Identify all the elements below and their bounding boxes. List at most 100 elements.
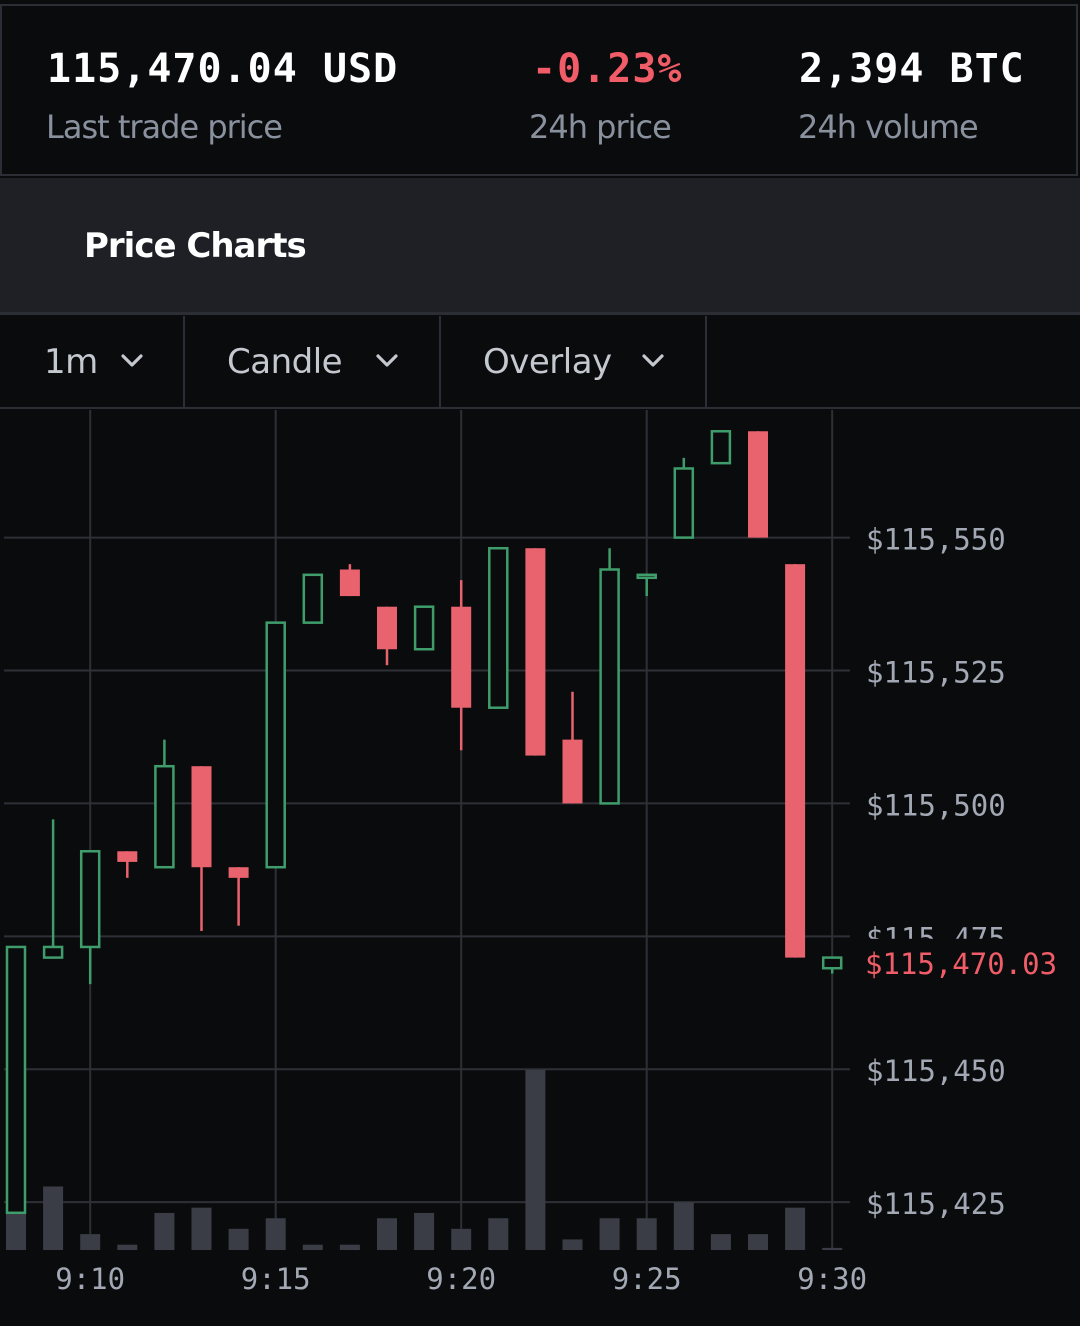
candle-body	[488, 546, 509, 709]
volume-bar	[154, 1212, 175, 1250]
chevron-down-icon	[376, 354, 398, 367]
bearish-candle	[117, 851, 138, 878]
candle-body	[377, 606, 397, 650]
x-tick-label: 9:30	[797, 1262, 867, 1296]
candle-body	[339, 569, 360, 597]
last-trade-price-value: 115,470.04 USD	[47, 46, 399, 92]
candle-body	[562, 739, 583, 804]
candle-body	[228, 867, 249, 878]
bearish-candle	[377, 606, 397, 666]
x-tick-label: 9:15	[241, 1262, 311, 1296]
candle-body	[117, 851, 138, 862]
candle-body	[785, 564, 806, 958]
volume-bar	[673, 1202, 694, 1250]
bullish-candle	[79, 850, 101, 985]
volume-bar	[302, 1244, 323, 1250]
price-charts-header: Price Charts	[0, 178, 1080, 315]
bearish-candle	[191, 766, 212, 932]
24h-price-change-value: -0.23%	[532, 46, 683, 92]
chart-axes: $115,425$115,450$115,475$115,500$115,525…	[55, 523, 1080, 1296]
candles	[5, 430, 843, 1215]
candle-body	[302, 573, 324, 624]
bullish-candle	[821, 956, 843, 974]
volume-bar	[710, 1234, 731, 1250]
bearish-candle	[525, 548, 546, 756]
bearish-candle	[748, 431, 768, 538]
volume-bar	[599, 1218, 620, 1250]
y-tick-label: $115,550	[866, 523, 1006, 557]
candle-body	[451, 606, 472, 708]
bullish-candle	[599, 548, 620, 805]
volume-bar	[228, 1228, 249, 1250]
bearish-candle	[451, 580, 472, 751]
volume-bar	[265, 1218, 286, 1250]
bearish-candle	[339, 564, 360, 597]
bullish-candle	[636, 573, 657, 597]
candle-body	[821, 956, 843, 970]
chart-grid	[4, 410, 850, 1250]
overlay-dropdown[interactable]: Overlay	[441, 316, 707, 407]
chart-type-dropdown[interactable]: Candle	[185, 316, 441, 407]
candle-body	[710, 430, 732, 465]
x-tick-label: 9:20	[426, 1262, 496, 1296]
candle-body	[673, 467, 695, 539]
volume-bar	[748, 1234, 768, 1250]
24h-volume-value: 2,394 BTC	[799, 46, 1025, 92]
bullish-candle	[154, 739, 175, 869]
chart-toolbar: 1m Candle Overlay	[0, 316, 1080, 409]
x-tick-label: 9:10	[55, 1262, 125, 1296]
volume-bar	[414, 1212, 435, 1250]
volume-bar	[785, 1207, 806, 1250]
bullish-candle	[710, 430, 732, 465]
last-price-label-bg	[862, 938, 1080, 979]
24h-volume-label: 24h volume	[798, 108, 979, 146]
x-tick-label: 9:25	[612, 1262, 682, 1296]
candle-body	[525, 548, 546, 756]
volume-bar	[191, 1207, 212, 1250]
bearish-candle	[562, 691, 583, 804]
chevron-down-icon	[121, 354, 143, 367]
candle-body	[5, 945, 27, 1215]
candle-body	[42, 945, 64, 959]
volume-bars	[6, 1070, 843, 1250]
bullish-candle	[265, 621, 286, 869]
volume-bar	[339, 1244, 360, 1250]
volume-bar	[117, 1244, 138, 1250]
bullish-candle	[302, 573, 324, 624]
candle-body	[191, 766, 212, 868]
candle-body	[599, 568, 620, 805]
y-tick-label: $115,450	[866, 1054, 1006, 1088]
volume-bar	[488, 1218, 509, 1250]
candle-body	[748, 431, 768, 538]
bearish-candle	[228, 867, 249, 926]
candle-body	[265, 621, 286, 869]
chart-type-dropdown-label: Candle	[227, 342, 343, 382]
chevron-down-icon	[642, 354, 664, 367]
last-trade-price-label: Last trade price	[46, 108, 283, 146]
y-tick-label: $115,500	[866, 788, 1006, 822]
overlay-dropdown-label: Overlay	[483, 342, 612, 382]
volume-bar	[636, 1218, 657, 1250]
bullish-candle	[42, 819, 64, 959]
bullish-candle	[5, 945, 27, 1215]
market-stats-bar: 115,470.04 USD Last trade price -0.23% 2…	[0, 4, 1078, 176]
bullish-candle	[673, 457, 695, 539]
volume-bar	[822, 1247, 843, 1250]
24h-price-label: 24h price	[529, 108, 672, 146]
volume-bar	[43, 1186, 64, 1250]
last-price-label: $115,470.03	[865, 947, 1057, 981]
volume-bar	[80, 1234, 101, 1250]
candlestick-price-chart[interactable]: $115,425$115,450$115,475$115,500$115,525…	[0, 410, 1080, 1326]
candle-body	[413, 605, 435, 651]
volume-bar	[377, 1218, 397, 1250]
y-tick-label: $115,525	[866, 656, 1006, 690]
bullish-candle	[488, 546, 509, 709]
volume-bar	[451, 1228, 472, 1250]
volume-bar	[525, 1070, 546, 1250]
y-tick-label: $115,425	[866, 1187, 1006, 1221]
bearish-candle	[785, 564, 806, 958]
bullish-candle	[413, 605, 435, 651]
candle-body	[154, 764, 175, 869]
interval-dropdown-label: 1m	[44, 342, 98, 382]
interval-dropdown[interactable]: 1m	[0, 316, 185, 407]
